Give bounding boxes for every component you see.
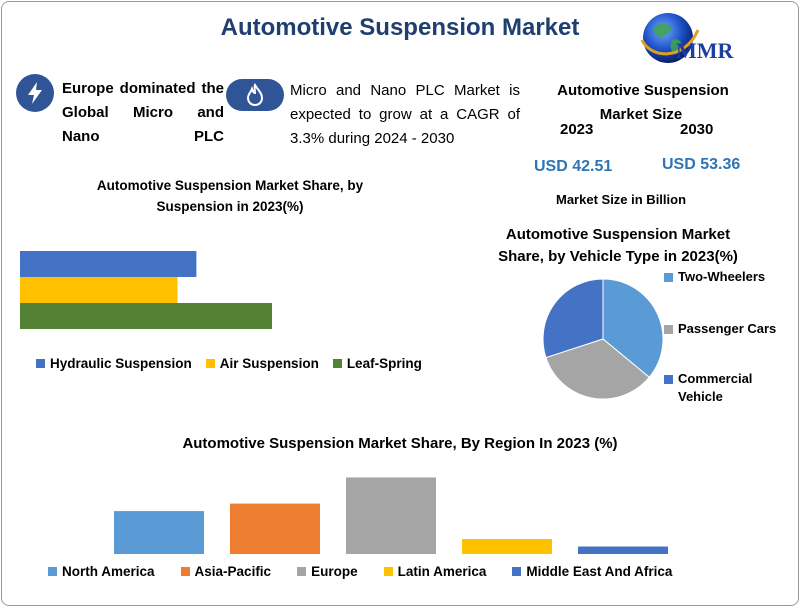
statement-cagr: Micro and Nano PLC Market is expected to… <box>290 82 520 147</box>
suspension-bar-chart <box>20 251 272 329</box>
legend-air-suspension: Air Suspension <box>205 356 319 371</box>
bar-europe <box>346 477 436 554</box>
legend-air-suspension-swatch <box>205 359 215 368</box>
market-size-title: Automotive Suspension <box>557 82 729 99</box>
legend-asia-pacific-swatch <box>180 567 190 576</box>
legend-passenger-cars: Passenger Cars <box>664 320 776 338</box>
page-title: Automotive Suspension Market <box>220 14 580 41</box>
slice-two-wheelers <box>602 278 664 378</box>
region-chart-title: Automotive Suspension Market Share, By R… <box>182 435 618 452</box>
legend-commercial-vehicle-swatch <box>664 375 673 384</box>
legend-hydraulic-suspension: Hydraulic Suspension <box>36 356 192 371</box>
legend-two-wheelers-label: Two-Wheelers <box>678 269 766 284</box>
market-size-year-2023: 2023 <box>560 121 594 138</box>
statement-europe: Europe dominated the Global Micro and Na… <box>62 80 224 145</box>
legend-hydraulic-suspension-swatch <box>36 359 45 368</box>
legend-europe-swatch <box>297 567 307 576</box>
bar-north-america <box>114 511 204 554</box>
legend-hydraulic-suspension-label: Hydraulic Suspension <box>50 356 192 371</box>
region-bar-chart <box>114 477 668 554</box>
legend-commercial-vehicle-label: Commercial <box>678 371 753 386</box>
market-size-unit: Market Size in Billion <box>556 192 687 207</box>
market-size-subtitle: Market Size <box>599 106 683 123</box>
globe-icon <box>640 13 700 63</box>
legend-two-wheelers: Two-Wheelers <box>664 268 765 286</box>
legend-latin-america: Latin America <box>383 564 487 579</box>
market-size-year-2030: 2030 <box>680 121 714 138</box>
legend-leaf-spring-label: Leaf-Spring <box>346 356 422 371</box>
legend-latin-america-swatch <box>383 567 393 576</box>
legend-asia-pacific-label: Asia-Pacific <box>194 564 272 579</box>
legend-leaf-spring-swatch <box>332 359 342 368</box>
bar-asia-pacific <box>230 503 320 554</box>
legend-north-america-label: North America <box>62 564 155 579</box>
legend-north-america: North America <box>48 564 155 579</box>
bar-latin-america <box>462 539 552 554</box>
bar-hydraulic-suspension <box>20 251 197 277</box>
region-legend: North America Asia-Pacific Europe Latin Ame… <box>48 564 698 579</box>
legend-passenger-cars-swatch <box>664 325 673 334</box>
flame-icon <box>226 79 284 111</box>
slice-commercial-vehicle <box>542 278 604 359</box>
vehicle-chart-title: Automotive Suspension Market Share, by V… <box>458 224 778 268</box>
suspension-chart-title: Automotive Suspension Market Share, by S… <box>60 175 400 217</box>
slice-passenger-cars <box>545 338 650 400</box>
legend-north-america-swatch <box>48 567 57 576</box>
suspension-chart-title-line2: Suspension in 2023(%) <box>156 199 304 214</box>
suspension-legend: Hydraulic Suspension Air Suspension Leaf-S… <box>36 356 436 371</box>
legend-middle-east-and-africa: Middle East And Africa <box>512 564 672 579</box>
legend-asia-pacific: Asia-Pacific <box>180 564 272 579</box>
vehicle-chart-title-line2: Share, by Vehicle Type in 2023(%) <box>498 248 738 265</box>
vehicle-pie-chart <box>542 278 664 400</box>
legend-europe-label: Europe <box>311 564 358 579</box>
legend-two-wheelers-swatch <box>664 273 673 282</box>
logo-text: MMR <box>676 38 734 63</box>
market-size-value-2023: USD 42.51 <box>534 158 613 175</box>
legend-middle-east-and-africa-swatch <box>512 567 522 576</box>
legend-latin-america-label: Latin America <box>397 564 487 579</box>
legend-commercial-vehicle-label: Vehicle <box>678 389 723 404</box>
legend-middle-east-and-africa-label: Middle East And Africa <box>526 564 673 579</box>
bar-air-suspension <box>20 277 178 303</box>
legend-passenger-cars-label: Passenger Cars <box>678 321 777 336</box>
legend-europe: Europe <box>297 564 358 579</box>
legend-leaf-spring: Leaf-Spring <box>332 356 422 371</box>
vehicle-chart-title-line1: Automotive Suspension Market <box>505 226 731 243</box>
bar-leaf-spring <box>20 303 272 329</box>
bar-middle-east-and-africa <box>578 546 668 554</box>
suspension-chart-title-line1: Automotive Suspension Market Share, by <box>96 178 364 193</box>
market-size-value-2030: USD 53.36 <box>662 156 741 173</box>
lightning-icon <box>16 74 54 112</box>
legend-commercial-vehicle: Commercial Vehicle <box>664 370 752 406</box>
legend-air-suspension-label: Air Suspension <box>219 356 319 371</box>
